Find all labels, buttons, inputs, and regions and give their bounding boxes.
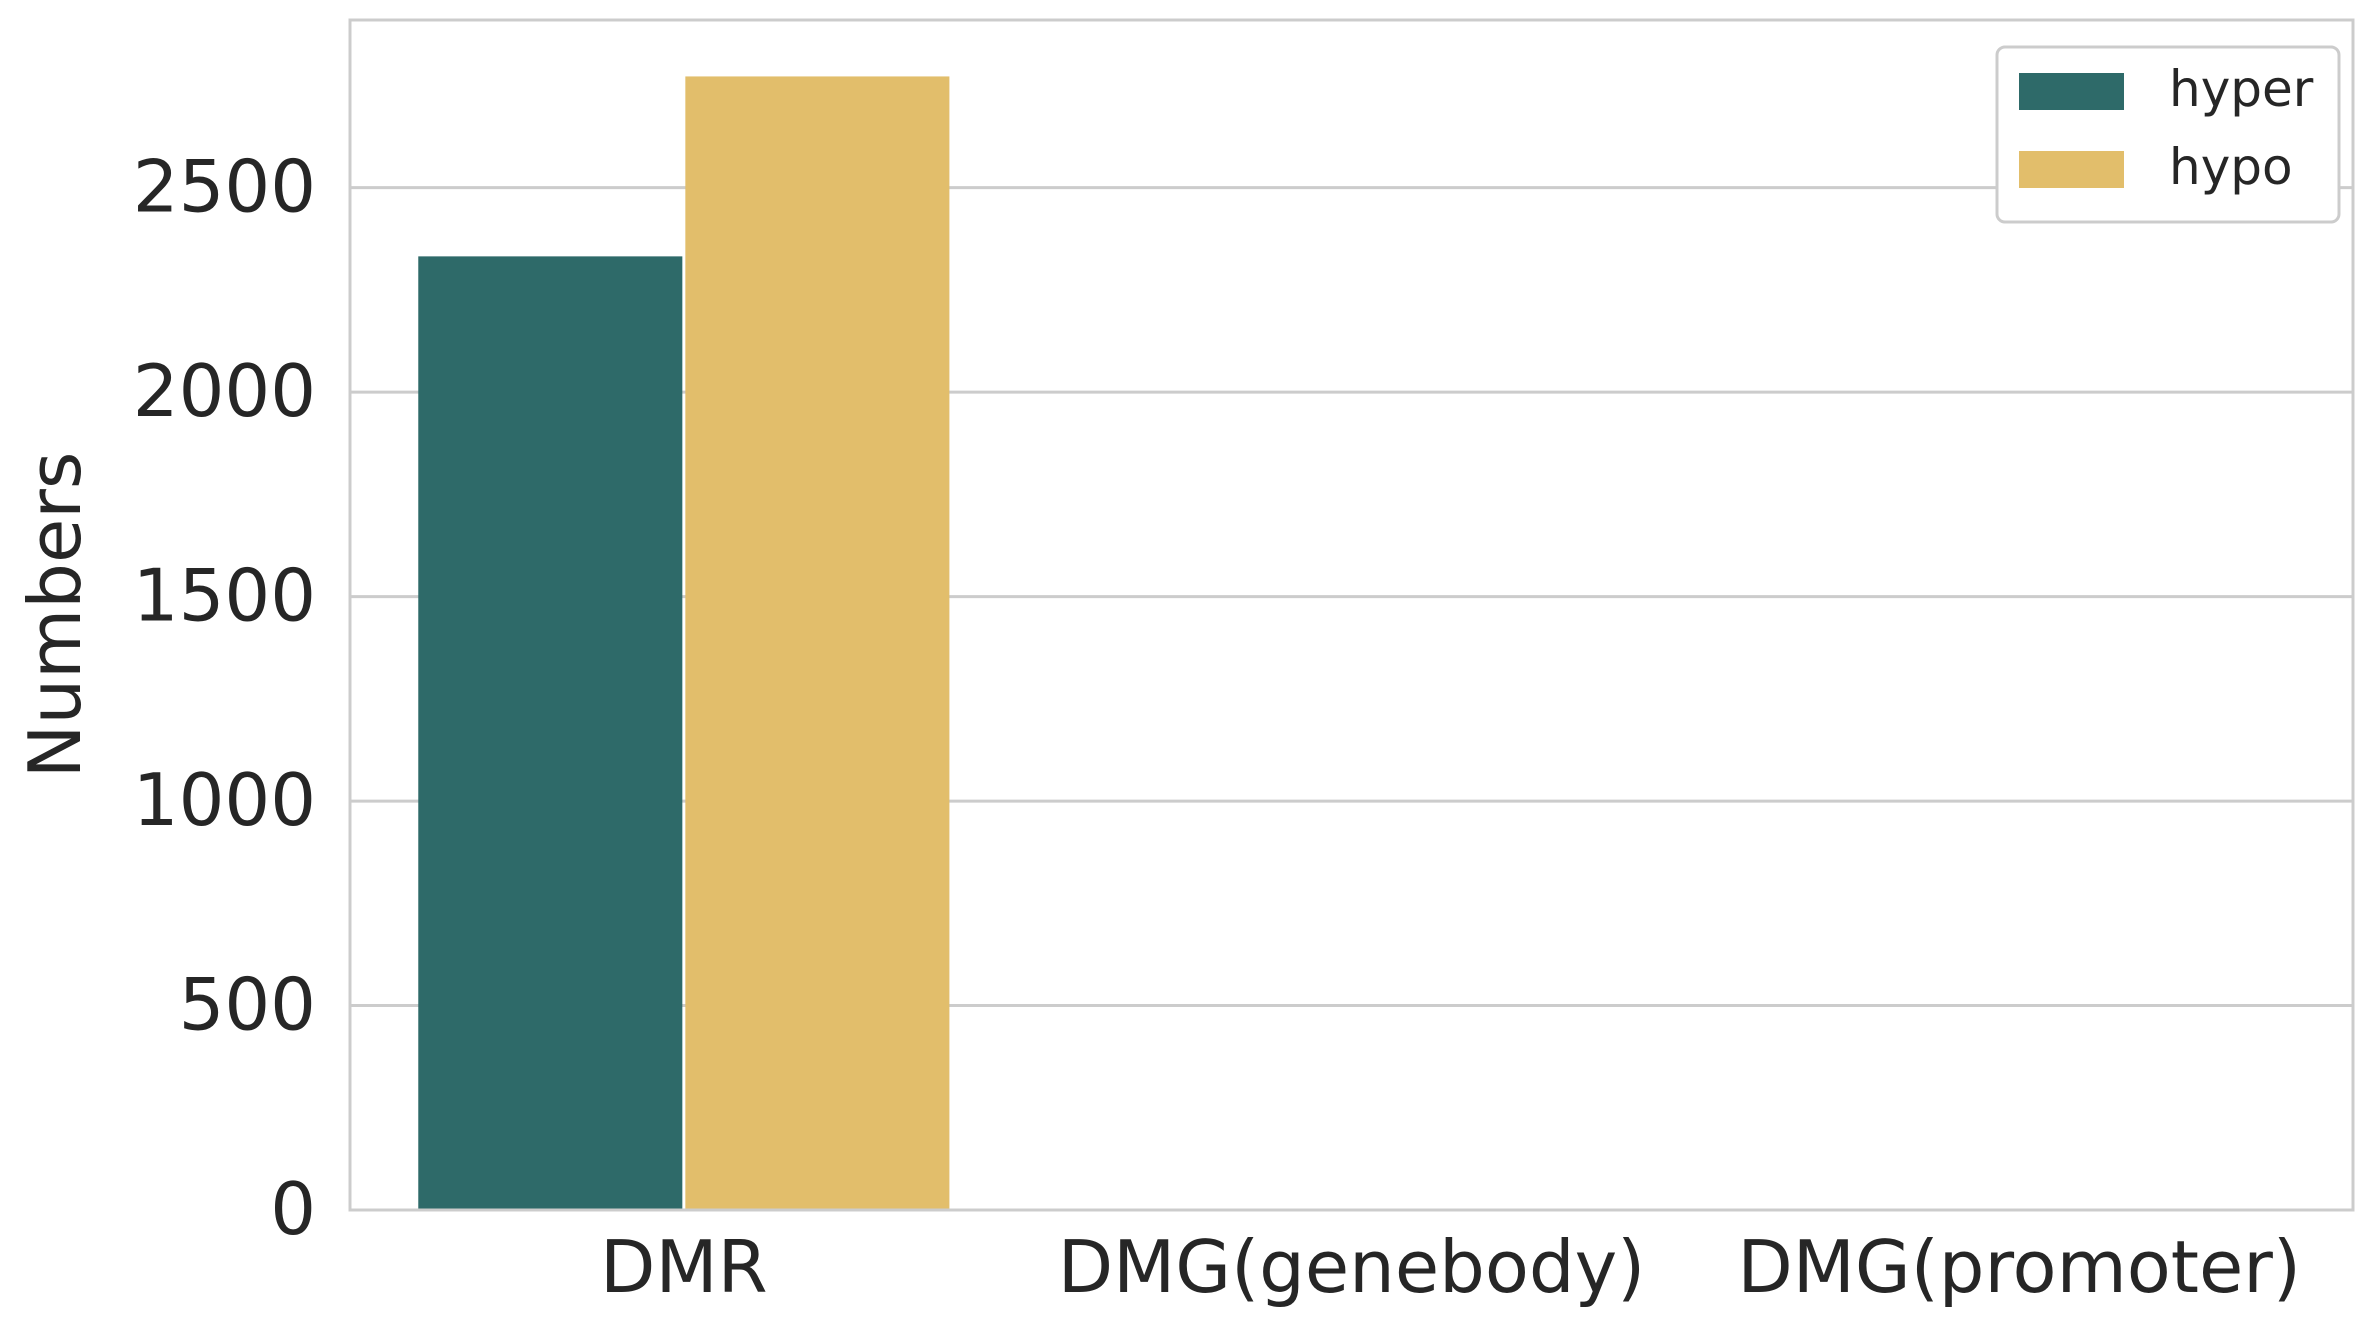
y-tick-label: 1000 — [133, 758, 316, 842]
plot-frame — [348, 18, 2355, 1212]
legend-swatch-hyper — [2019, 73, 2124, 110]
y-tick-label: 1500 — [133, 554, 316, 638]
x-tick-label: DMG(promoter) — [1737, 1225, 2301, 1309]
y-tick-label: 2500 — [133, 145, 316, 229]
gridlines — [350, 186, 2353, 1008]
legend-label-hyper: hyper — [2169, 60, 2314, 118]
bar-hyper-dmr — [418, 256, 683, 1210]
x-tick-labels: DMR DMG(genebody) DMG(promoter) — [600, 1225, 2301, 1309]
bars — [418, 76, 950, 1211]
legend: hyper hypo — [1995, 45, 2341, 224]
x-tick-label: DMR — [600, 1225, 768, 1309]
y-tick-labels: 0 500 1000 1500 2000 2500 — [133, 145, 316, 1251]
legend-swatch-hypo — [2019, 151, 2124, 188]
x-tick-label: DMG(genebody) — [1058, 1225, 1646, 1309]
y-axis-label: Numbers — [13, 452, 97, 779]
y-tick-label: 2000 — [133, 349, 316, 433]
bar-hypo-dmr — [685, 76, 950, 1211]
legend-label-hypo: hypo — [2169, 138, 2293, 196]
y-tick-label: 500 — [179, 963, 316, 1047]
y-tick-label: 0 — [270, 1167, 316, 1251]
